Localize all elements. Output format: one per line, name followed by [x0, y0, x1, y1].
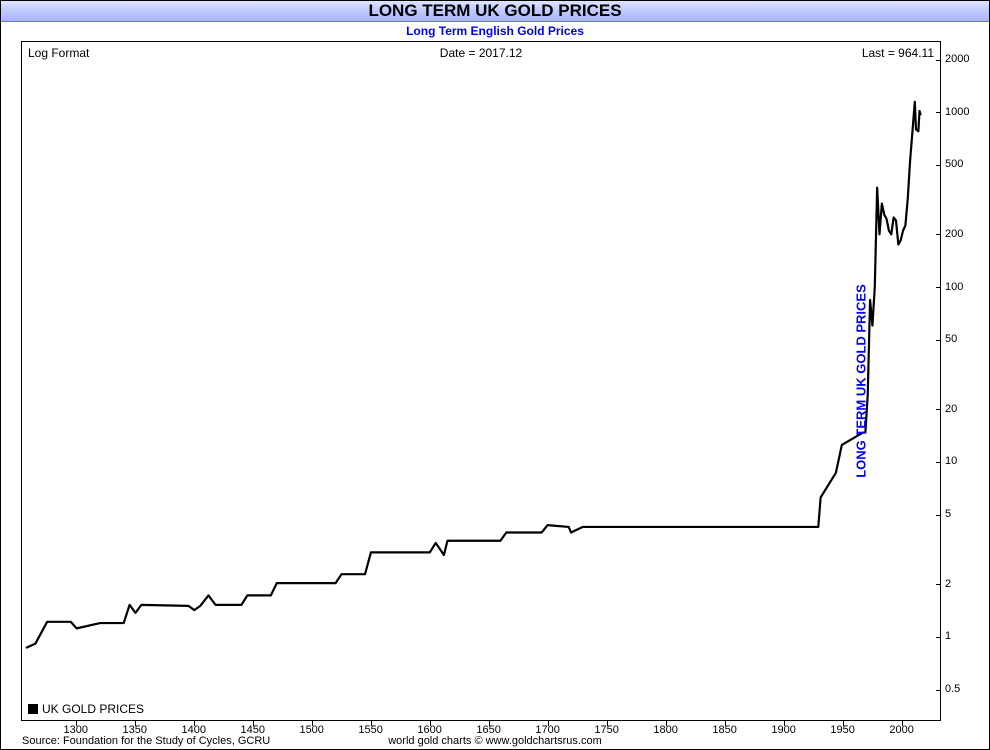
- y-tick: [936, 462, 941, 463]
- y-tick: [936, 60, 941, 61]
- line-chart: [22, 42, 940, 720]
- x-tick-label: 1500: [299, 724, 323, 736]
- y-tick: [936, 515, 941, 516]
- y-tick: [936, 165, 941, 166]
- y-tick: [936, 112, 941, 113]
- y-axis-label-right: LONG TERM UK GOLD PRICES: [854, 261, 869, 501]
- y-tick-label: 0.5: [945, 683, 960, 695]
- x-tick-label: 1850: [712, 724, 736, 736]
- y-tick-label: 20: [945, 403, 957, 415]
- y-tick: [936, 340, 941, 341]
- x-tick-label: 1550: [358, 724, 382, 736]
- y-tick-label: 2: [945, 578, 951, 590]
- y-tick: [936, 584, 941, 585]
- x-tick-label: 1800: [653, 724, 677, 736]
- legend-label: UK GOLD PRICES: [42, 702, 144, 716]
- y-tick-label: 2000: [945, 53, 969, 65]
- legend-swatch: [28, 704, 38, 714]
- price-line: [26, 102, 921, 648]
- title-bar: LONG TERM UK GOLD PRICES: [1, 1, 989, 22]
- y-tick-label: 1000: [945, 106, 969, 118]
- plot-wrapper: Log Format Date = 2017.12 Last = 964.11 …: [21, 41, 971, 721]
- y-tick-label: 500: [945, 158, 963, 170]
- y-tick-label: 50: [945, 333, 957, 345]
- x-tick-label: 2000: [889, 724, 913, 736]
- chart-container: LONG TERM UK GOLD PRICES Long Term Engli…: [0, 0, 990, 750]
- y-tick-label: 10: [945, 455, 957, 467]
- x-tick-label: 1950: [830, 724, 854, 736]
- y-tick-label: 100: [945, 281, 963, 293]
- annot-last: Last = 964.11: [862, 46, 934, 60]
- plot-area: Log Format Date = 2017.12 Last = 964.11 …: [21, 41, 941, 721]
- y-tick: [936, 287, 941, 288]
- footer-source: Source: Foundation for the Study of Cycl…: [22, 735, 270, 747]
- annot-date: Date = 2017.12: [440, 46, 522, 60]
- y-tick-label: 200: [945, 228, 963, 240]
- y-tick: [936, 690, 941, 691]
- y-tick-label: 5: [945, 508, 951, 520]
- legend: UK GOLD PRICES: [28, 702, 144, 716]
- y-tick: [936, 409, 941, 410]
- subtitle: Long Term English Gold Prices: [1, 22, 989, 40]
- y-tick: [936, 234, 941, 235]
- y-tick: [936, 637, 941, 638]
- y-tick-label: 1: [945, 630, 951, 642]
- annot-log-format: Log Format: [28, 46, 89, 60]
- x-tick-label: 1900: [771, 724, 795, 736]
- footer-copyright: world gold charts © www.goldchartsrus.co…: [388, 735, 602, 747]
